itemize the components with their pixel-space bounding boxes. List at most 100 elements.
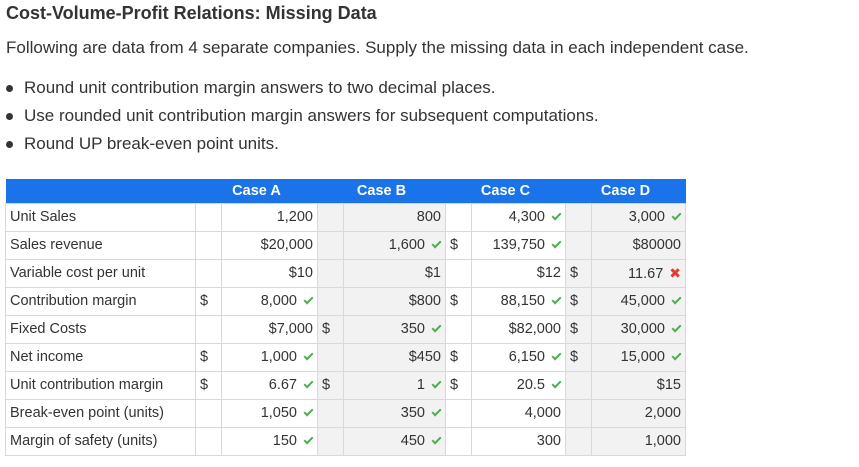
case-d-value-cell[interactable]: $15: [591, 370, 686, 400]
case-c-value-cell[interactable]: 20.5: [471, 370, 566, 400]
table-row: Margin of safety (units) 150 450 300 1,000: [5, 426, 686, 456]
cell-value: $450: [408, 349, 441, 365]
check-icon: [551, 294, 562, 305]
case-d-value-cell[interactable]: 2,000: [591, 398, 686, 428]
currency-symbol: [445, 314, 472, 344]
case-a-value-cell[interactable]: 1,200: [221, 202, 318, 232]
check-icon: [431, 238, 442, 249]
cell-value: $800: [408, 293, 441, 309]
check-icon: [303, 406, 314, 417]
case-d-value-cell[interactable]: 15,000: [591, 342, 686, 372]
currency-symbol: [317, 258, 344, 288]
cell-value: 4,300: [508, 209, 545, 225]
table-row: Sales revenue $20,000 1,600 $139,750 $80000: [5, 230, 686, 260]
cell-value: 6.67: [268, 377, 297, 393]
check-icon: [431, 378, 442, 389]
case-b-value-cell[interactable]: 1: [343, 370, 446, 400]
case-d-value-cell[interactable]: $80000: [591, 230, 686, 260]
case-d-value-cell[interactable]: 1,000: [591, 426, 686, 456]
bullet-dot-icon: [6, 85, 13, 92]
currency-symbol: $: [317, 314, 344, 344]
check-icon: [671, 210, 682, 221]
table-row: Fixed Costs $7,000 $350 $82,000 $30,000: [5, 314, 686, 344]
cell-value: 8,000: [260, 293, 297, 309]
case-c-value-cell[interactable]: 6,150: [471, 342, 566, 372]
currency-symbol: [317, 286, 344, 316]
cell-value: 300: [536, 433, 561, 449]
cell-value: 1,600: [388, 237, 425, 253]
check-icon: [551, 350, 562, 361]
case-c-value-cell[interactable]: 4,300: [471, 202, 566, 232]
currency-symbol: [195, 426, 222, 456]
check-icon: [303, 350, 314, 361]
currency-symbol: [565, 398, 592, 428]
cell-value: $80000: [632, 237, 681, 253]
case-a-value-cell[interactable]: 8,000: [221, 286, 318, 316]
row-label: Unit contribution margin: [5, 370, 196, 400]
row-label: Sales revenue: [5, 230, 196, 260]
instruction-text: Use rounded unit contribution margin ans…: [24, 106, 599, 125]
cell-value: 350: [400, 321, 425, 337]
case-b-value-cell[interactable]: 350: [343, 314, 446, 344]
case-c-value-cell[interactable]: 88,150: [471, 286, 566, 316]
case-c-value-cell[interactable]: $12: [471, 258, 566, 288]
cell-value: 45,000: [620, 293, 665, 309]
intro-text: Following are data from 4 separate compa…: [6, 38, 749, 57]
check-icon: [671, 322, 682, 333]
table-row: Contribution margin $8,000 $800 $88,150 $45,…: [5, 286, 686, 316]
case-d-value-cell[interactable]: 11.67 ✖: [591, 258, 686, 288]
cell-value: $82,000: [508, 321, 561, 337]
cell-value: 30,000: [620, 321, 665, 337]
currency-symbol: [565, 202, 592, 232]
case-c-value-cell[interactable]: $82,000: [471, 314, 566, 344]
currency-symbol: [195, 398, 222, 428]
instruction-text: Round unit contribution margin answers t…: [24, 78, 496, 97]
case-b-value-cell[interactable]: 1,600: [343, 230, 446, 260]
currency-symbol: $: [445, 286, 472, 316]
currency-symbol: $: [565, 342, 592, 372]
case-a-value-cell[interactable]: 1,050: [221, 398, 318, 428]
case-d-value-cell[interactable]: 45,000: [591, 286, 686, 316]
check-icon: [551, 238, 562, 249]
currency-symbol: [195, 230, 222, 260]
currency-symbol: [317, 202, 344, 232]
cell-value: $1: [424, 265, 441, 281]
case-a-value-cell[interactable]: $7,000: [221, 314, 318, 344]
case-b-value-cell[interactable]: $1: [343, 258, 446, 288]
case-a-value-cell[interactable]: $20,000: [221, 230, 318, 260]
cell-value: 150: [272, 433, 297, 449]
currency-symbol: $: [445, 342, 472, 372]
bullet-dot-icon: [6, 141, 13, 148]
instruction-list: Round unit contribution margin answers t…: [0, 74, 599, 158]
row-label: Contribution margin: [5, 286, 196, 316]
check-icon: [431, 406, 442, 417]
case-a-value-cell[interactable]: 150: [221, 426, 318, 456]
currency-symbol: [565, 426, 592, 456]
case-b-value-cell[interactable]: $800: [343, 286, 446, 316]
currency-symbol: $: [565, 258, 592, 288]
case-c-value-cell[interactable]: 300: [471, 426, 566, 456]
table-row: Variable cost per unit $10 $1 $12 $11.67 ✖: [5, 258, 686, 288]
cell-value: 1: [416, 377, 425, 393]
header-case-a: Case A: [195, 179, 318, 203]
case-a-value-cell[interactable]: 6.67: [221, 370, 318, 400]
cell-value: 1,000: [260, 349, 297, 365]
instruction-item: Round unit contribution margin answers t…: [0, 74, 599, 102]
case-b-value-cell[interactable]: 350: [343, 398, 446, 428]
case-d-value-cell[interactable]: 3,000: [591, 202, 686, 232]
case-b-value-cell[interactable]: 450: [343, 426, 446, 456]
case-a-value-cell[interactable]: $10: [221, 258, 318, 288]
case-c-value-cell[interactable]: 139,750: [471, 230, 566, 260]
cell-value: $7,000: [268, 321, 313, 337]
row-label: Fixed Costs: [5, 314, 196, 344]
case-b-value-cell[interactable]: $450: [343, 342, 446, 372]
cross-icon: ✖: [669, 264, 681, 281]
case-d-value-cell[interactable]: 30,000: [591, 314, 686, 344]
instruction-item: Use rounded unit contribution margin ans…: [0, 102, 599, 130]
currency-symbol: [445, 426, 472, 456]
case-b-value-cell[interactable]: 800: [343, 202, 446, 232]
case-c-value-cell[interactable]: 4,000: [471, 398, 566, 428]
check-icon: [431, 322, 442, 333]
case-a-value-cell[interactable]: 1,000: [221, 342, 318, 372]
